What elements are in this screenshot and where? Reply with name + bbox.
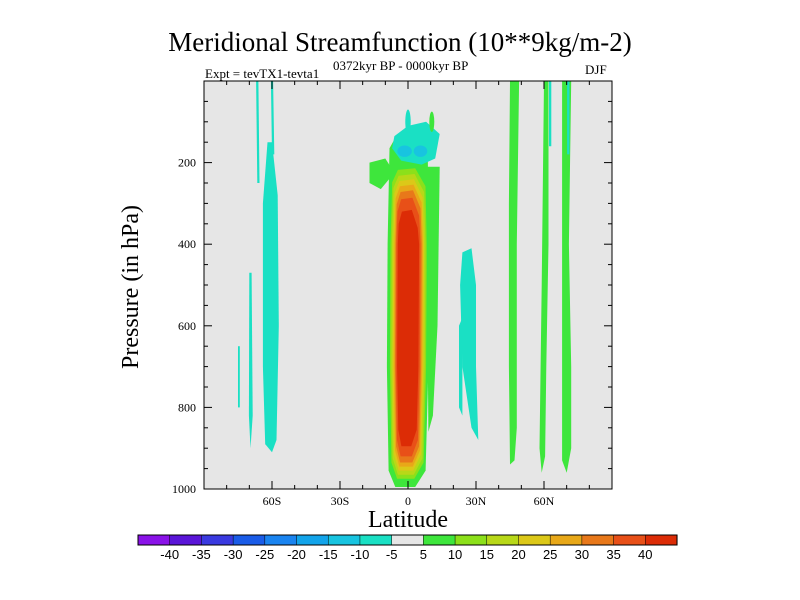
south-negative-band (262, 142, 279, 453)
colorbar-label: -15 (319, 547, 338, 562)
colorbar-swatch (169, 534, 202, 546)
colorbar-label: 40 (638, 547, 652, 562)
x-tick-label: 0 (405, 494, 411, 508)
tropical-cell-band-7 (397, 209, 420, 447)
colorbar-label: 35 (606, 547, 620, 562)
upper-negative-core-2 (413, 145, 428, 157)
colorbar-label: -30 (224, 547, 243, 562)
x-axis-title: Latitude (368, 507, 448, 533)
chart-title: Meridional Streamfunction (10**9kg/m-2) (168, 27, 632, 57)
experiment-label: Expt = tevTX1-tevta1 (205, 66, 320, 81)
south-negative-streak-4 (238, 346, 240, 408)
colorbar-swatch (518, 534, 551, 546)
colorbar-swatch (645, 534, 678, 546)
colorbar-label: -25 (255, 547, 274, 562)
colorbar-swatch (232, 534, 266, 546)
colorbar-label: 25 (543, 547, 557, 562)
north-positive-band-2 (539, 81, 549, 473)
colorbar-label: -35 (192, 547, 211, 562)
x-tick-label: 30N (466, 494, 487, 508)
colorbar-swatch (581, 534, 615, 546)
axes: 60S 30S 0 30N 60N 200 400 600 800 1000 (172, 81, 612, 508)
y-tick-label: 1000 (172, 482, 196, 496)
colorbar-swatch (201, 534, 234, 546)
upper-negative-core-1 (397, 145, 412, 157)
colorbar-swatch (296, 534, 329, 546)
south-negative-streak-3 (248, 272, 253, 449)
colorbar-swatch (613, 534, 646, 546)
y-tick-label: 600 (178, 319, 196, 333)
north-positive-band-3 (562, 81, 572, 473)
colorbar-label: 20 (511, 547, 525, 562)
colorbar-label: -20 (287, 547, 306, 562)
upper-negative-stem-1 (405, 109, 411, 135)
tropical-cell-north-lobe (426, 166, 440, 432)
north-subtropical-negative-tail (459, 317, 463, 416)
colorbar-label: -10 (351, 547, 370, 562)
colorbar-frame (137, 534, 678, 546)
colorbar-label: 30 (575, 547, 589, 562)
x-tick-label: 30S (331, 494, 350, 508)
colorbar-label: 5 (420, 547, 427, 562)
contour-fields (238, 81, 572, 487)
colorbar-swatch (423, 534, 456, 546)
colorbar-swatch (137, 534, 171, 546)
y-tick-label: 800 (178, 400, 196, 414)
north-positive-band-1 (508, 81, 520, 465)
season-label: DJF (585, 62, 607, 77)
upper-green-stem (429, 111, 435, 132)
x-tick-label: 60S (263, 494, 282, 508)
colorbar-label: 15 (480, 547, 494, 562)
colorbar-label: -40 (160, 547, 179, 562)
colorbar-label: -5 (386, 547, 398, 562)
colorbar-swatch (454, 534, 488, 546)
colorbar-swatch (486, 534, 520, 546)
colorbar-swatch (391, 534, 424, 546)
y-tick-label: 200 (178, 156, 196, 170)
north-subtropical-negative (460, 248, 479, 440)
tropical-cell-south-lobe (369, 158, 395, 190)
colorbar: -40 -35 -30 -25 -20 -15 -10 -5 5 10 15 20 25 30 35 40 (137, 534, 678, 562)
south-negative-streak-1 (256, 81, 260, 183)
colorbar-label: 10 (448, 547, 462, 562)
colorbar-swatch (359, 534, 393, 546)
y-tick-label: 400 (178, 237, 196, 251)
time-range-label: 0372kyr BP - 0000kyr BP (333, 58, 469, 73)
north-negative-streak-1 (567, 81, 570, 155)
south-negative-streak-2 (270, 81, 275, 155)
y-axis-title: Pressure (in hPa) (118, 205, 144, 369)
colorbar-swatch (327, 534, 361, 546)
colorbar-swatch (264, 534, 298, 546)
colorbar-swatch (549, 534, 583, 546)
x-tick-label: 60N (534, 494, 555, 508)
north-negative-streak-2 (549, 81, 552, 147)
